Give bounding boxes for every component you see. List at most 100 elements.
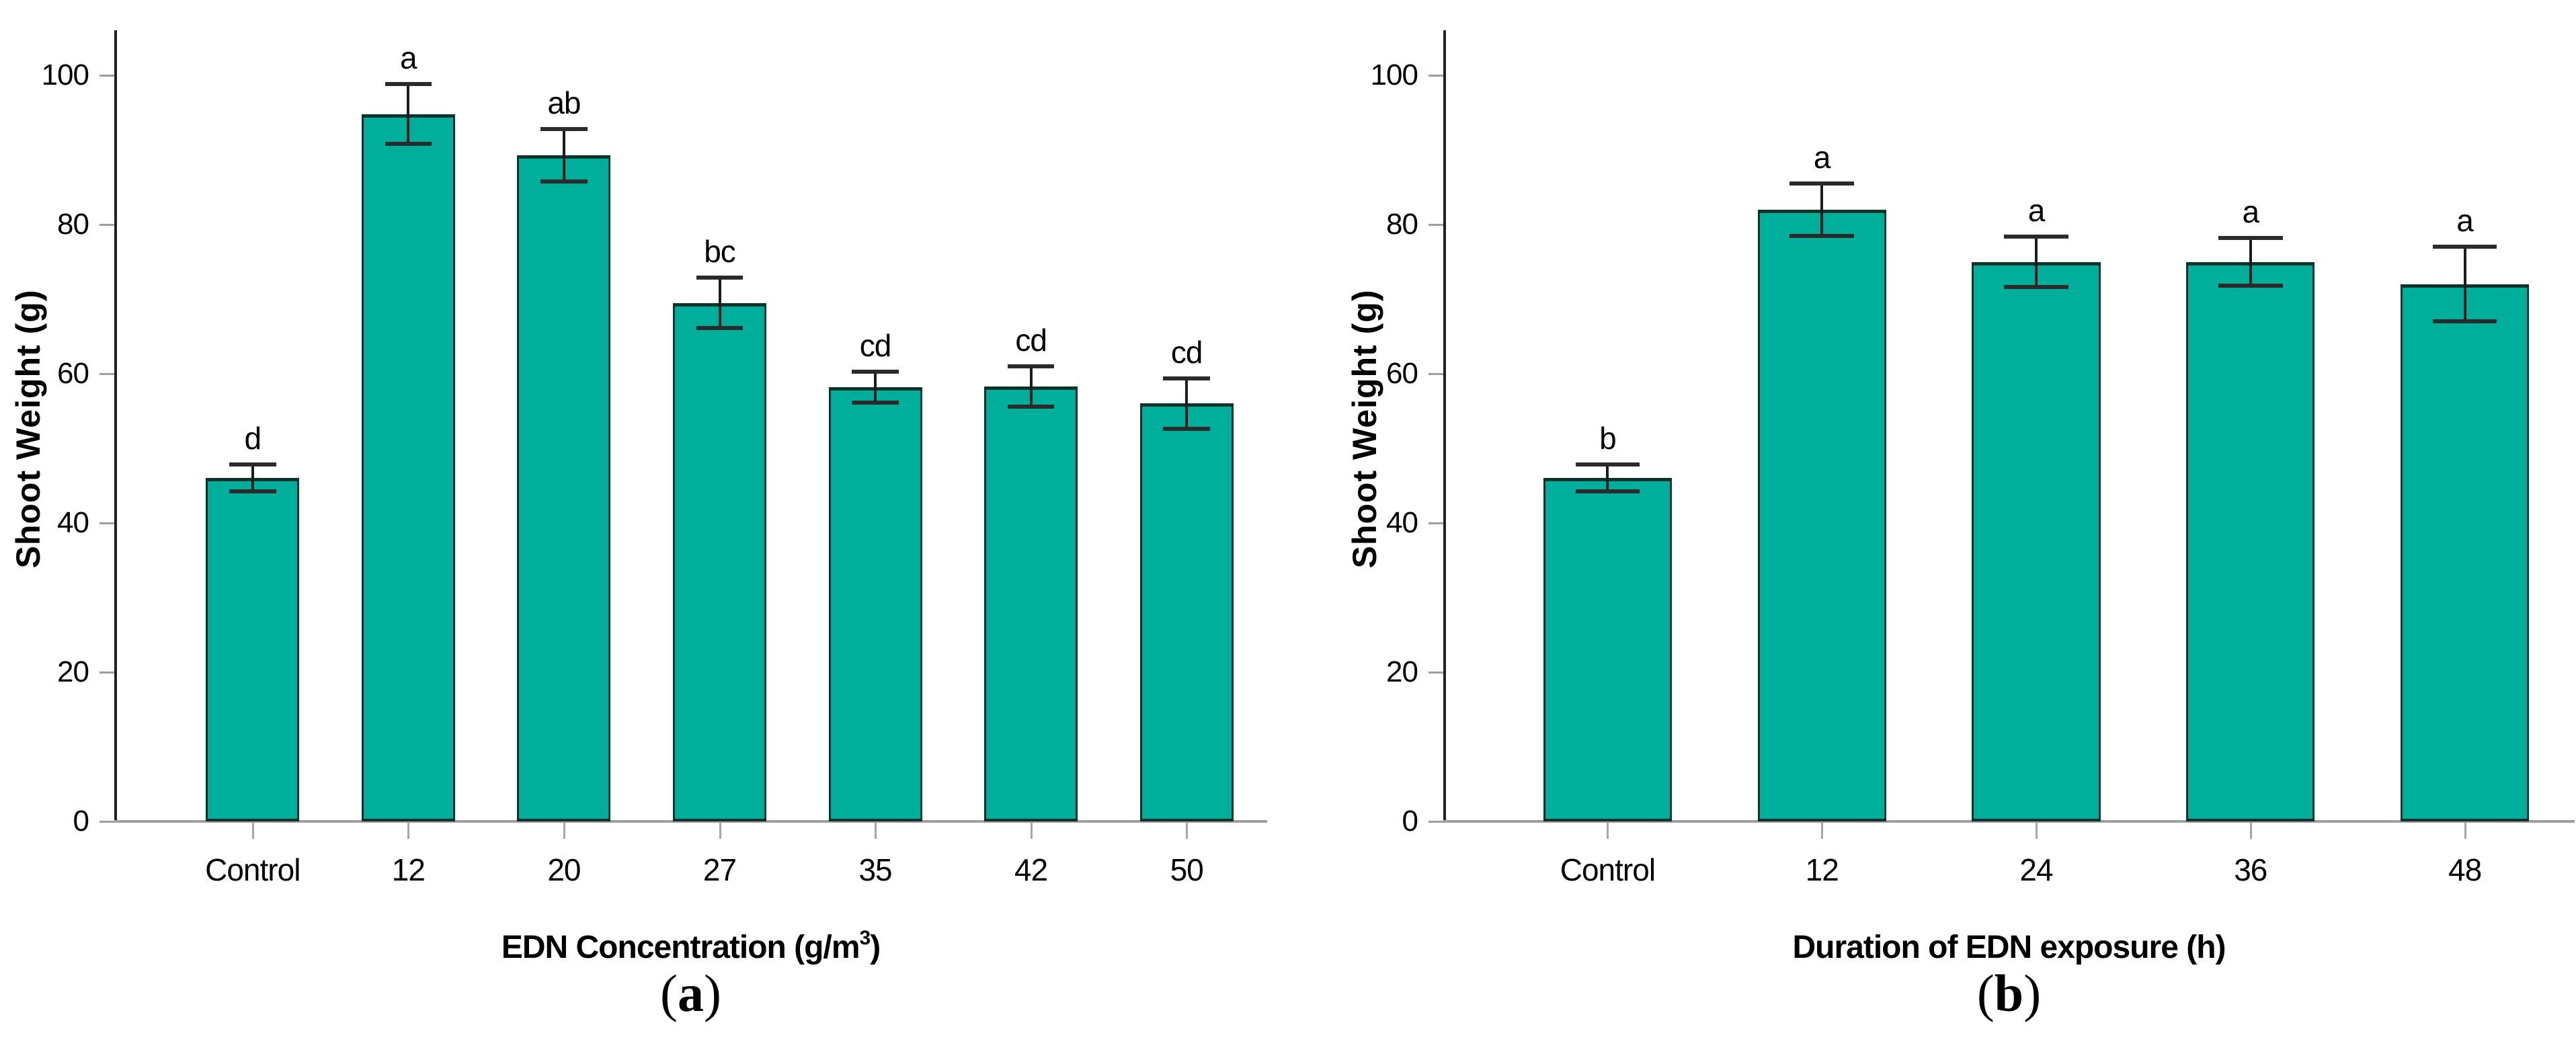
sig-letter: cd <box>859 327 892 363</box>
x-tick-label: Control <box>205 852 300 887</box>
x-tick-mark <box>2249 823 2252 839</box>
sig-letter: bc <box>704 233 736 269</box>
y-tick-mark <box>1428 74 1443 77</box>
bar <box>1139 403 1234 821</box>
y-tick-mark <box>1428 820 1443 823</box>
y-tick-label: 0 <box>1402 805 1418 838</box>
bar <box>673 302 766 821</box>
error-bar-cap-lower <box>385 142 432 147</box>
y-tick-mark <box>99 223 114 226</box>
caption-open-paren: ( <box>660 964 678 1022</box>
y-tick-mark <box>99 74 114 77</box>
bar <box>361 114 455 821</box>
sig-letter: a <box>2027 192 2046 228</box>
plot-area: d Control a 12 ab 20 bc 27 cd 35 cd 42 cd 50 0 20 40 60 8… <box>42 30 1267 887</box>
x-tick-label: 27 <box>702 852 737 887</box>
x-baseline <box>114 820 1267 823</box>
bar <box>1543 478 1673 821</box>
error-bar-stem <box>1029 366 1033 407</box>
x-tick-label: 50 <box>1170 852 1204 887</box>
y-tick-label: 0 <box>73 805 89 838</box>
sig-letter: cd <box>1170 334 1203 370</box>
x-baseline <box>1443 820 2575 823</box>
y-tick-label: 20 <box>1386 655 1418 688</box>
x-tick-mark <box>2036 823 2038 839</box>
y-tick-mark <box>99 372 114 375</box>
y-tick-mark <box>1428 522 1443 524</box>
error-bar-stem <box>2463 247 2466 322</box>
y-tick-mark <box>99 820 114 823</box>
bar <box>1972 261 2101 821</box>
error-bar-cap-upper <box>2004 234 2068 239</box>
y-tick-label: 40 <box>1386 506 1418 539</box>
bar <box>984 386 1078 821</box>
y-tick-label: 60 <box>1386 357 1418 390</box>
x-tick-label: 12 <box>1805 852 1839 887</box>
error-bar-cap-upper <box>229 462 276 467</box>
y-tick-label: 100 <box>41 58 89 91</box>
x-tick-label: 35 <box>858 852 892 887</box>
sig-letter: a <box>2242 194 2259 229</box>
error-bar-cap-lower <box>1163 427 1210 432</box>
sig-letter: ab <box>547 85 581 120</box>
error-bar-cap-upper <box>2218 235 2283 240</box>
caption-close-paren: ) <box>2023 964 2042 1022</box>
plot-area: b Control a 12 a 24 a 36 a 48 0 20 40 60 80 100 <box>1371 30 2575 887</box>
error-bar-stem <box>407 84 410 145</box>
panel-a: Shoot Weight (g) d Control a 12 ab 20 bc 27 cd 35… <box>9 30 1267 1022</box>
y-tick-mark <box>99 671 114 674</box>
y-tick-label: 80 <box>1386 208 1418 241</box>
x-tick-mark <box>563 823 565 839</box>
x-axis-title-sup: 3 <box>859 927 871 949</box>
x-tick-mark <box>1607 823 1609 839</box>
caption-letter: a <box>678 964 704 1022</box>
x-tick-label: 20 <box>547 852 581 887</box>
x-axis-title-suffix: ) <box>870 930 881 965</box>
bar <box>1757 209 1886 821</box>
error-bar-cap-upper <box>852 369 899 374</box>
error-bar-stem <box>562 128 565 181</box>
y-tick-label: 40 <box>57 506 89 539</box>
sig-letter: b <box>1599 421 1617 456</box>
x-tick-mark <box>1186 823 1189 839</box>
error-bar-cap-upper <box>1163 376 1210 380</box>
error-bar-cap-lower <box>1007 404 1055 409</box>
sig-letter: d <box>244 421 261 456</box>
x-tick-mark <box>251 823 254 839</box>
bar <box>828 386 922 821</box>
error-bar-cap-upper <box>540 126 588 131</box>
caption-open-paren: ( <box>1976 964 1995 1022</box>
y-tick-label: 80 <box>57 208 89 241</box>
x-tick-mark <box>719 823 721 839</box>
x-tick-mark <box>1821 823 1824 839</box>
error-bar-cap-upper <box>2432 245 2497 249</box>
error-bar-cap-lower <box>2218 284 2283 288</box>
error-bar-cap-lower <box>1789 233 1854 238</box>
error-bar-stem <box>2249 238 2252 286</box>
y-tick-label: 20 <box>57 655 89 688</box>
y-tick-label: 100 <box>1370 58 1418 91</box>
x-tick-label: 24 <box>2019 852 2053 887</box>
error-bar-stem <box>718 277 721 329</box>
error-bar-cap-lower <box>229 489 276 494</box>
x-axis-title-text: Duration of EDN exposure (h) <box>1792 930 2226 965</box>
x-tick-label: 36 <box>2234 852 2267 887</box>
y-tick-mark <box>99 522 114 524</box>
sig-letter: a <box>2456 203 2474 239</box>
y-tick-mark <box>1428 372 1443 375</box>
bar <box>2400 284 2530 821</box>
x-tick-label: Control <box>1560 852 1656 887</box>
sig-letter: cd <box>1015 322 1047 358</box>
y-axis-line <box>114 30 117 823</box>
error-bar-cap-lower <box>2004 285 2068 290</box>
caption: (a) <box>114 965 1267 1022</box>
y-tick-mark <box>1428 223 1443 226</box>
x-tick-label: 42 <box>1014 852 1048 887</box>
error-bar-stem <box>1820 183 1824 236</box>
bars-region: d Control a 12 ab 20 bc 27 cd 35 cd 42 cd 50 <box>175 30 1264 887</box>
error-bar-cap-upper <box>1575 462 1640 467</box>
error-bar-cap-lower <box>2432 319 2497 324</box>
bar <box>206 478 300 821</box>
